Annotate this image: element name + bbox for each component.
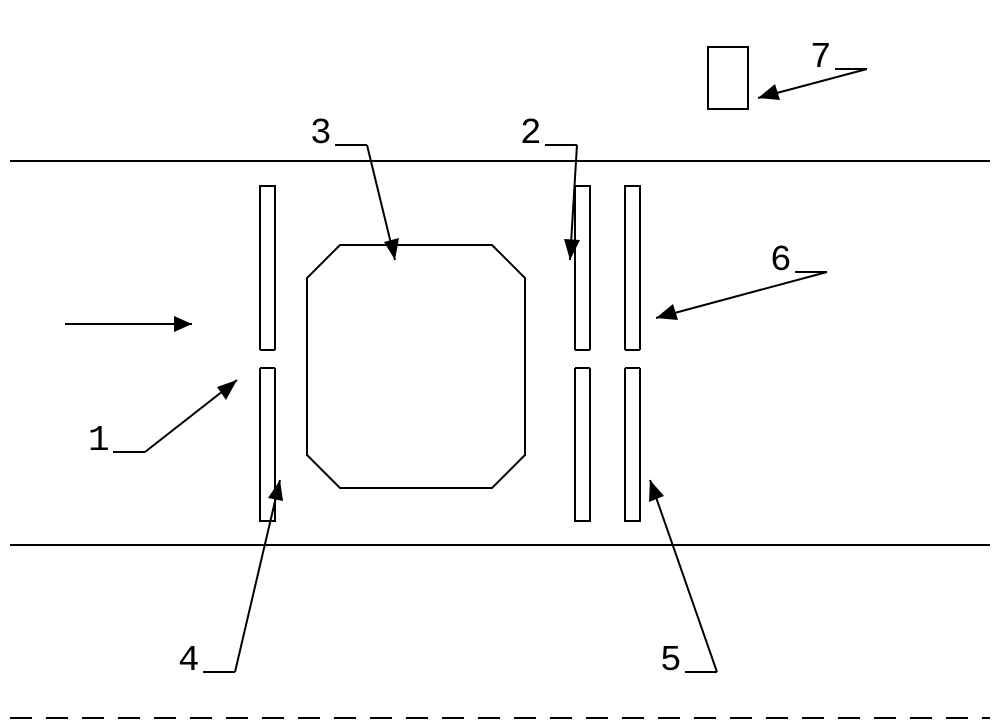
small-rect <box>708 47 748 109</box>
callout-label-1: 1 <box>88 420 110 461</box>
slot-0 <box>258 186 277 521</box>
callout-label-6: 6 <box>770 240 792 281</box>
callout-2: 2 <box>520 113 580 260</box>
callout-1: 1 <box>88 380 237 461</box>
flow-arrow <box>65 316 192 332</box>
callout-label-7: 7 <box>810 37 832 78</box>
callout-label-2: 2 <box>520 113 542 154</box>
center-polygon <box>307 245 525 488</box>
callout-5: 5 <box>649 480 717 681</box>
callout-3: 3 <box>310 113 399 260</box>
slot-2 <box>623 186 642 521</box>
diagram-canvas: 1 2 3 4 5 6 7 <box>0 0 1000 728</box>
callout-4: 4 <box>178 480 283 681</box>
callout-label-4: 4 <box>178 640 200 681</box>
callout-label-5: 5 <box>660 640 682 681</box>
slot-1 <box>573 186 592 521</box>
callout-7: 7 <box>758 37 867 100</box>
callout-label-3: 3 <box>310 113 332 154</box>
callout-6: 6 <box>656 240 827 320</box>
